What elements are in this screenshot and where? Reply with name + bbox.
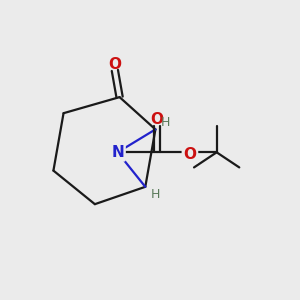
Text: O: O: [108, 57, 122, 72]
Text: N: N: [111, 145, 124, 160]
Text: O: O: [183, 147, 196, 162]
Text: H: H: [161, 116, 170, 129]
Text: H: H: [151, 188, 160, 201]
Text: O: O: [150, 112, 164, 128]
